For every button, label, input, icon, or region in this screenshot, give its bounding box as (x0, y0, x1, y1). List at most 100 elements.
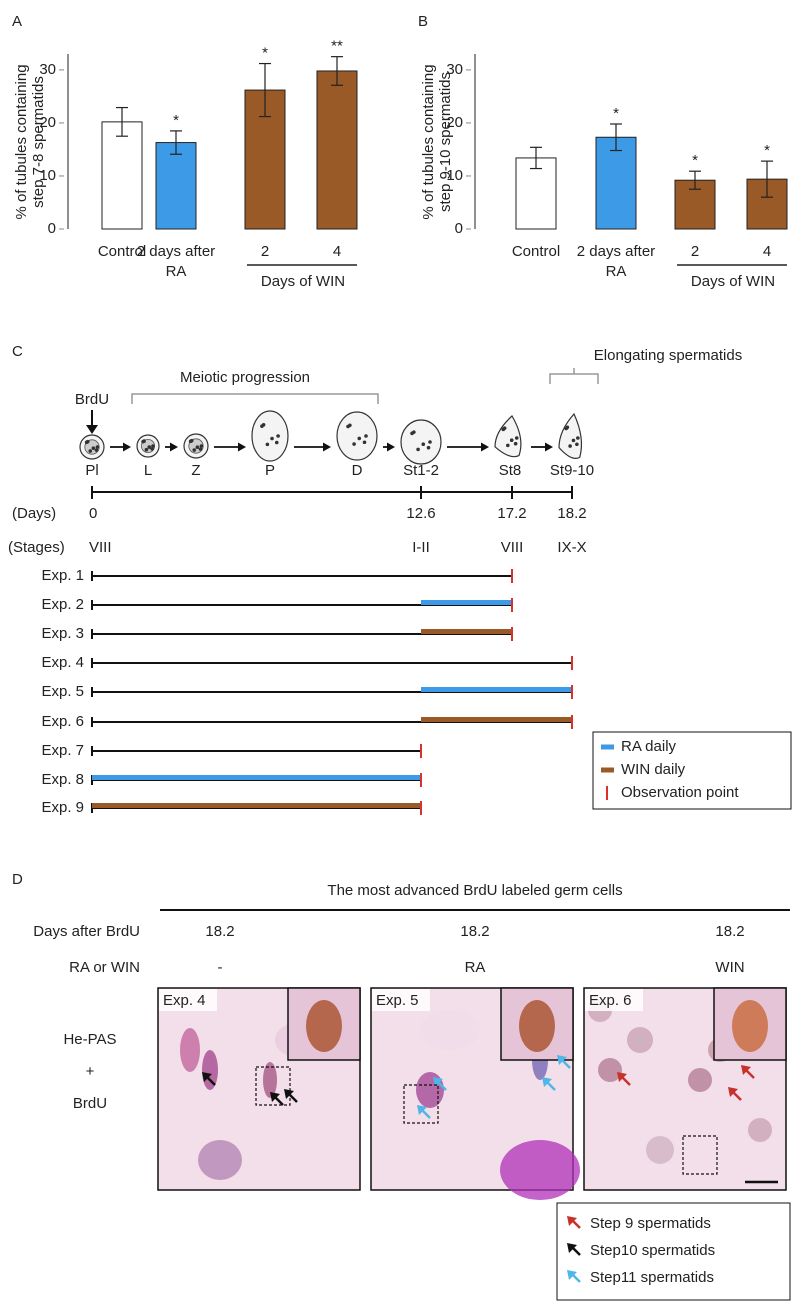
image-label: Exp. 5 (376, 992, 419, 1009)
chromatin-dot (260, 424, 264, 428)
significance-mark: * (613, 105, 619, 122)
experiment-label: Exp. 2 (41, 596, 84, 613)
x-tick-label: 4 (762, 243, 772, 260)
chromatin-dot (141, 439, 145, 444)
chromatin-dot (144, 447, 149, 452)
group-label: Days of WIN (261, 273, 345, 290)
row-cell: RA (465, 959, 486, 976)
chromatin-dot (509, 438, 514, 443)
tissue-blob (416, 1072, 444, 1108)
chromatin-dot (199, 444, 204, 448)
arrowhead (417, 1105, 427, 1115)
tissue-blob (198, 1140, 242, 1180)
cell-label: St1-2 (403, 462, 439, 479)
stages-label: (Stages) (8, 539, 65, 556)
arrowhead (542, 1077, 552, 1087)
arrowhead (238, 442, 246, 452)
stage-value: VIII (501, 539, 524, 556)
row-cell: WIN (715, 959, 744, 976)
tissue-blob (500, 1140, 580, 1200)
inset-cell (732, 1000, 768, 1052)
panel-letter: D (12, 871, 23, 888)
chromatin-dot (364, 434, 368, 438)
chromatin-dot (576, 436, 580, 440)
tissue-blob (688, 1068, 712, 1092)
y-axis-label: step 9-10 spermatids (437, 72, 454, 212)
arrowhead (270, 1092, 280, 1102)
image-label: Exp. 6 (589, 992, 632, 1009)
significance-mark: * (692, 152, 698, 169)
cell-label: St8 (499, 462, 522, 479)
chromatin-dot (501, 427, 506, 432)
group-label: Days of WIN (691, 273, 775, 290)
arrowhead (323, 442, 331, 452)
chromatin-dot (195, 445, 200, 450)
cell-label: L (144, 462, 152, 479)
experiment-label: Exp. 5 (41, 683, 84, 700)
significance-mark: * (173, 112, 179, 129)
panel-letter: A (12, 13, 22, 30)
arrowhead (202, 1072, 212, 1082)
chromatin-dot (151, 444, 155, 448)
panel-letter: B (418, 13, 428, 30)
experiment-label: Exp. 9 (41, 799, 84, 816)
chromatin-dot (568, 444, 572, 448)
y-tick-label: 10 (446, 167, 463, 184)
legend-box (592, 731, 792, 810)
arrowhead (567, 1270, 577, 1280)
arrowhead (567, 1216, 577, 1226)
chromatin-dot (564, 426, 568, 431)
chromatin-dot (150, 447, 154, 451)
y-axis-label: % of tubules containing (13, 64, 30, 219)
cell-label: D (352, 462, 363, 479)
y-tick-label: 0 (48, 220, 56, 237)
x-tick-label: Control (511, 243, 561, 260)
x-tick-label: 2 days after RA (576, 243, 656, 280)
arrowhead (617, 1072, 627, 1082)
chromatin-dot (506, 443, 510, 448)
arrowhead (123, 442, 131, 452)
chromatin-dot (346, 424, 350, 429)
tissue-blob (420, 1010, 480, 1050)
arrowhead (567, 1243, 577, 1253)
arrowhead (545, 442, 553, 452)
day-value: 17.2 (497, 505, 526, 522)
chromatin-dot (362, 440, 367, 445)
chromatin-dot (91, 446, 96, 451)
stain-label: He-PAS (63, 1031, 116, 1048)
stain-label: + (86, 1063, 95, 1080)
experiment-label: Exp. 3 (41, 625, 84, 642)
chromatin-dot (421, 442, 426, 447)
x-tick-label: 2 days after RA (136, 243, 216, 280)
cell-label: Pl (85, 462, 98, 479)
label-bg (159, 989, 217, 1011)
chromatin-dot (274, 440, 279, 445)
row-cell: 18.2 (715, 923, 744, 940)
chromatin-dot (276, 434, 280, 438)
y-tick-label: 10 (39, 167, 56, 184)
chromatin-dot (147, 445, 152, 449)
legend-label: Step 9 spermatids (590, 1215, 711, 1232)
arrowhead (284, 1089, 294, 1099)
row-label: Days after BrdU (33, 923, 140, 940)
stage-value: I-II (412, 539, 430, 556)
label-bg (585, 989, 643, 1011)
inset-outline (682, 1135, 718, 1175)
chromatin-dot (352, 442, 356, 446)
y-tick-label: 30 (446, 61, 463, 78)
y-tick-label: 30 (39, 61, 56, 78)
experiment-label: Exp. 7 (41, 742, 84, 759)
cell-drawing (494, 415, 522, 458)
y-axis-label: step 7-8 spermatids (30, 76, 47, 208)
legend-box (556, 1202, 791, 1301)
chromatin-dot (188, 439, 193, 444)
significance-mark: ** (331, 38, 343, 55)
legend-label: WIN daily (621, 761, 686, 778)
tissue-blob (646, 1136, 674, 1164)
arrowhead (387, 442, 395, 452)
cell-drawing (558, 412, 583, 459)
days-label: (Days) (12, 505, 56, 522)
chromatin-dot (95, 445, 100, 449)
chromatin-dot (357, 436, 362, 441)
cell-label: Z (191, 462, 200, 479)
